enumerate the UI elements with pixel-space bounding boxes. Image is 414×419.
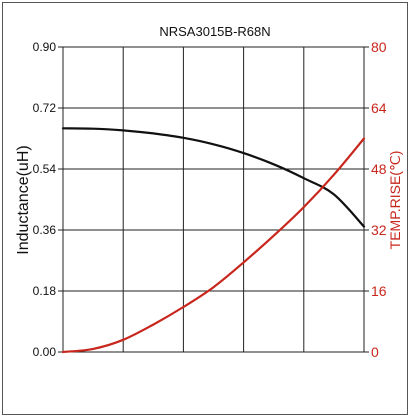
left-tick-label: 0.90 — [33, 40, 57, 54]
chart-frame — [2, 2, 408, 415]
right-tick-label: 0 — [371, 344, 379, 360]
right-tick-label: 32 — [371, 222, 387, 238]
left-tick-label: 0.72 — [33, 101, 57, 115]
left-tick-label: 0.18 — [33, 284, 57, 298]
right-ticks: 0 16 32 48 64 80 — [364, 39, 387, 360]
grid-lines — [63, 47, 364, 352]
inductance-series-line — [61, 127, 366, 228]
plot-area-border — [62, 46, 365, 353]
left-ticks: 0.00 0.18 0.36 0.54 0.72 0.90 — [33, 40, 63, 359]
series-group — [61, 127, 366, 354]
y-axis-left-label: Inductance(uH) — [15, 145, 32, 254]
chart-title: NRSA3015B-R68N — [159, 24, 270, 39]
plot-border — [62, 46, 365, 353]
temp-rise-series-line — [61, 137, 366, 354]
left-tick-label: 0.54 — [33, 162, 57, 176]
left-tick-label: 0.00 — [33, 345, 57, 359]
right-tick-label: 48 — [371, 161, 387, 177]
left-tick-label: 0.36 — [33, 223, 57, 237]
y-axis-right-label: TEMP.RISE(℃) — [387, 151, 403, 250]
right-tick-label: 16 — [371, 283, 387, 299]
right-tick-label: 80 — [371, 39, 387, 55]
right-tick-label: 64 — [371, 100, 387, 116]
